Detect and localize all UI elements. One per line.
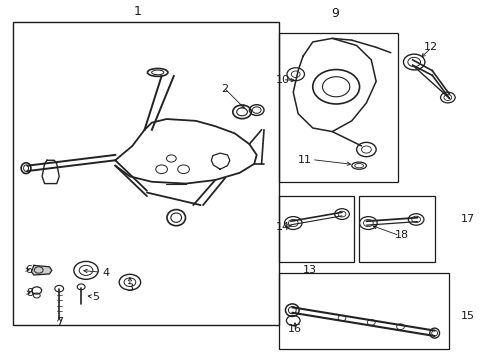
Bar	[278, 196, 353, 262]
Text: 3: 3	[126, 283, 133, 293]
Text: 14: 14	[275, 222, 289, 231]
Text: 4: 4	[102, 268, 109, 278]
Text: 7: 7	[56, 317, 62, 327]
Text: 2: 2	[221, 84, 228, 94]
Text: 17: 17	[460, 215, 474, 224]
Bar	[13, 22, 278, 325]
Text: 15: 15	[460, 311, 474, 321]
Text: 6: 6	[25, 265, 32, 275]
Bar	[278, 33, 397, 182]
Text: 16: 16	[287, 324, 301, 334]
Text: 12: 12	[423, 42, 437, 52]
Text: 18: 18	[394, 230, 408, 239]
Text: 11: 11	[297, 155, 311, 165]
Text: 1: 1	[133, 5, 141, 18]
Polygon shape	[31, 265, 52, 275]
Text: 5: 5	[92, 292, 99, 302]
Bar	[358, 196, 434, 262]
Text: 13: 13	[303, 265, 317, 275]
Text: 10: 10	[275, 75, 289, 85]
Text: 9: 9	[330, 7, 338, 20]
Text: 8: 8	[26, 288, 34, 298]
Bar	[278, 273, 448, 348]
